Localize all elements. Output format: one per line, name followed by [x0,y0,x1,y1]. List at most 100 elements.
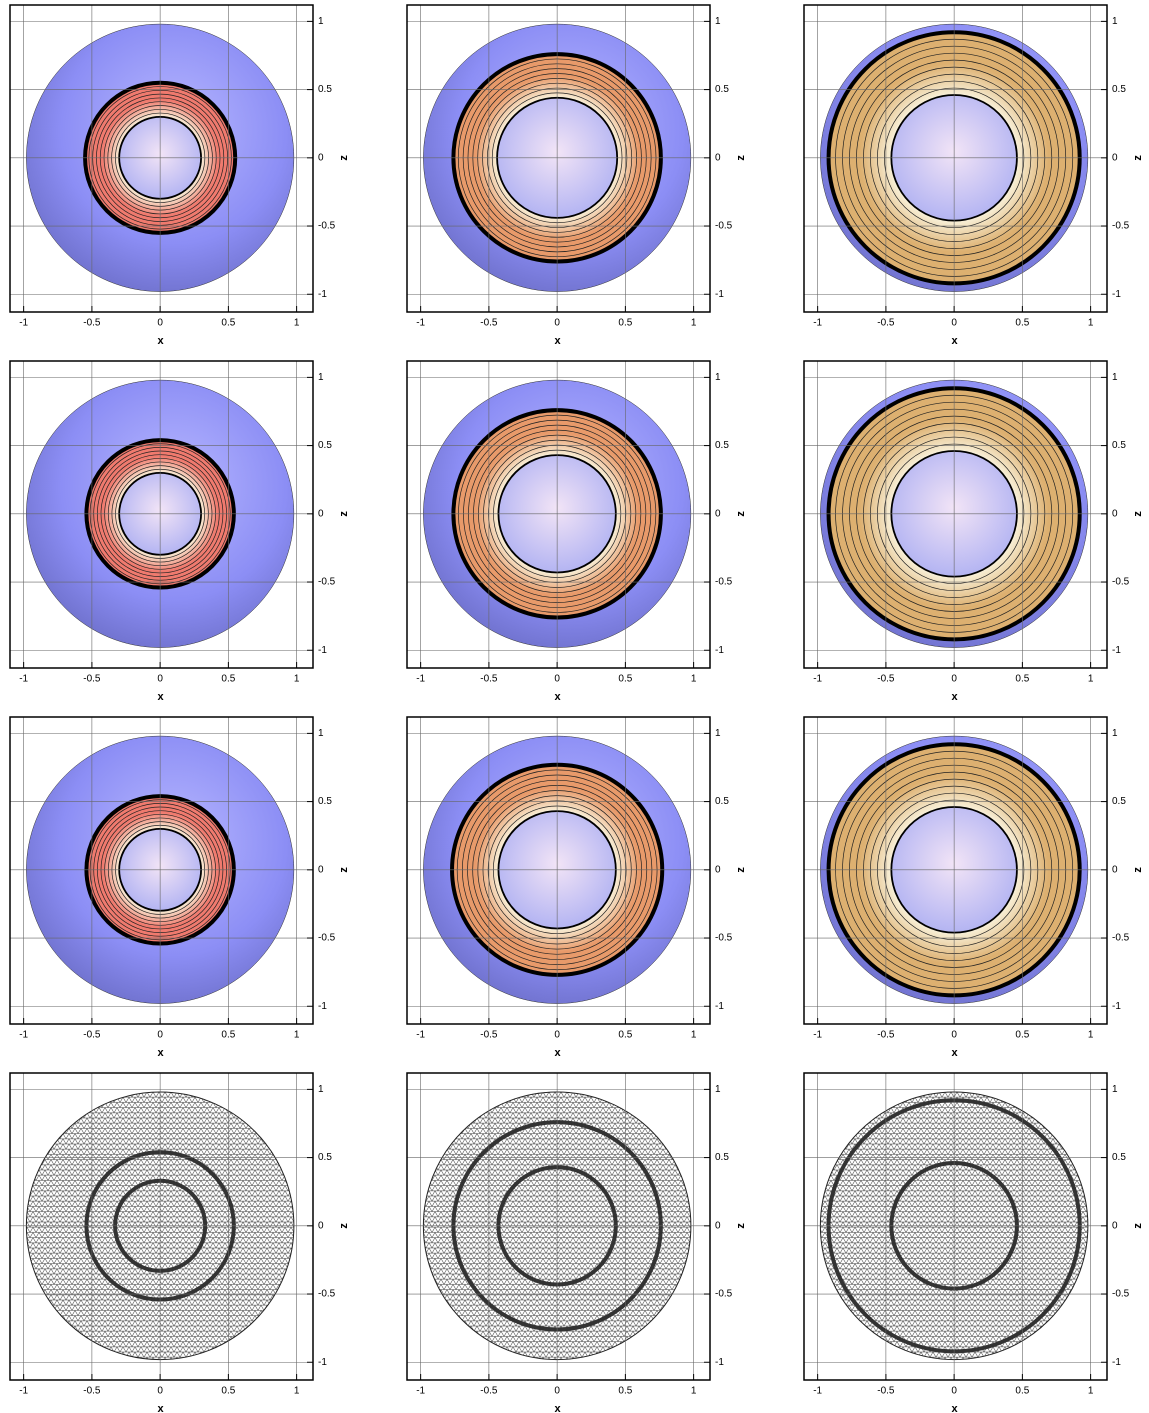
y-tick-label: 1 [318,16,324,27]
x-tick-label: 0 [157,1030,163,1041]
x-tick-label: 1 [294,1386,300,1397]
y-tick-label: 0.5 [1112,84,1126,95]
panel: -1 -0.5 0 0.5 1 -1 -0.5 0 0.5 1 x z [406,716,747,1059]
y-axis-label: z [735,155,747,161]
y-tick-label: 0.5 [318,84,332,95]
x-tick-label: 0.5 [221,674,235,685]
y-tick-label: -0.5 [715,933,733,944]
x-tick-label: 1 [1088,318,1094,329]
y-tick-label: -1 [1112,1357,1121,1368]
x-tick-label: -1 [813,318,822,329]
x-tick-label: -1 [416,674,425,685]
y-tick-label: -0.5 [1112,1289,1130,1300]
x-tick-label: 0 [951,674,957,685]
frame [9,360,314,669]
y-tick-label: 0 [1112,508,1118,519]
y-tick-label: -0.5 [318,1289,336,1300]
y-tick-label: 0 [1112,152,1118,163]
frame [406,360,711,669]
y-tick-label: 0 [318,1220,324,1231]
panel: -1 -0.5 0 0.5 1 -1 -0.5 0 0.5 1 x z [406,4,747,347]
y-tick-label: -1 [715,1001,724,1012]
x-tick-label: -1 [813,674,822,685]
x-tick-label: 0.5 [1015,318,1029,329]
y-tick-label: 1 [715,1084,721,1095]
y-tick-label: 1 [715,728,721,739]
x-tick-label: 1 [1088,1386,1094,1397]
x-tick-label: 0 [157,1386,163,1397]
x-tick-label: 0 [157,318,163,329]
x-axis-label: x [157,691,164,703]
x-axis-label: x [554,691,561,703]
x-tick-label: 1 [691,1030,697,1041]
x-axis-label: x [157,1047,164,1059]
y-axis-label: z [1132,155,1144,161]
y-tick-label: -1 [715,289,724,300]
y-tick-label: 0.5 [1112,1152,1126,1163]
y-tick-label: -1 [715,1357,724,1368]
y-tick-label: 1 [1112,1084,1118,1095]
y-tick-label: 0.5 [318,796,332,807]
y-tick-label: -1 [1112,1001,1121,1012]
x-tick-label: 0.5 [618,1386,632,1397]
y-tick-label: 1 [318,728,324,739]
x-tick-label: 1 [294,1030,300,1041]
y-tick-label: -0.5 [318,221,336,232]
x-axis-label: x [951,1403,958,1413]
x-tick-label: -0.5 [480,1030,498,1041]
x-tick-label: -0.5 [877,674,895,685]
x-tick-label: 0.5 [618,1030,632,1041]
y-tick-label: -0.5 [318,577,336,588]
panel: -1 -0.5 0 0.5 1 -1 -0.5 0 0.5 1 x z [803,4,1144,347]
y-tick-label: 1 [318,1084,324,1095]
x-axis-label: x [157,335,164,347]
x-tick-label: 0 [157,674,163,685]
y-tick-label: -1 [1112,645,1121,656]
x-tick-label: -0.5 [83,1030,101,1041]
y-tick-label: 0 [715,152,721,163]
frame [406,1072,711,1381]
y-tick-label: 1 [715,16,721,27]
y-tick-label: -1 [318,289,327,300]
x-tick-label: -1 [416,1386,425,1397]
y-tick-label: -0.5 [715,221,733,232]
y-tick-label: 1 [318,372,324,383]
frame [9,4,314,313]
x-tick-label: -1 [416,1030,425,1041]
x-tick-label: 0.5 [1015,674,1029,685]
x-tick-label: -1 [813,1030,822,1041]
panel: -1 -0.5 0 0.5 1 -1 -0.5 0 0.5 1 x z [9,716,350,1059]
y-axis-label: z [735,867,747,873]
x-tick-label: -0.5 [877,1386,895,1397]
y-tick-label: -0.5 [1112,221,1130,232]
x-tick-label: -1 [19,1386,28,1397]
x-tick-label: 0 [554,1386,560,1397]
frame [803,360,1108,669]
x-axis-label: x [554,1047,561,1059]
y-tick-label: -1 [318,1001,327,1012]
y-tick-label: 1 [715,372,721,383]
x-tick-label: -0.5 [480,674,498,685]
x-tick-label: -0.5 [83,318,101,329]
x-tick-label: -0.5 [877,1030,895,1041]
x-tick-label: 0.5 [618,318,632,329]
y-tick-label: -0.5 [1112,933,1130,944]
x-tick-label: 0.5 [221,1030,235,1041]
y-tick-label: -0.5 [318,933,336,944]
y-axis-label: z [735,1223,747,1229]
frame [803,4,1108,313]
x-tick-label: -1 [19,1030,28,1041]
x-tick-label: -1 [813,1386,822,1397]
x-axis-label: x [554,335,561,347]
frame [803,716,1108,1025]
panel: -1 -0.5 0 0.5 1 -1 -0.5 0 0.5 1 x z [9,1072,350,1413]
y-axis-label: z [338,511,350,517]
y-tick-label: 0.5 [715,84,729,95]
x-axis-label: x [951,691,958,703]
y-tick-label: 1 [1112,16,1118,27]
frame [9,1072,314,1381]
y-axis-label: z [735,511,747,517]
x-tick-label: -0.5 [83,674,101,685]
y-axis-label: z [1132,511,1144,517]
